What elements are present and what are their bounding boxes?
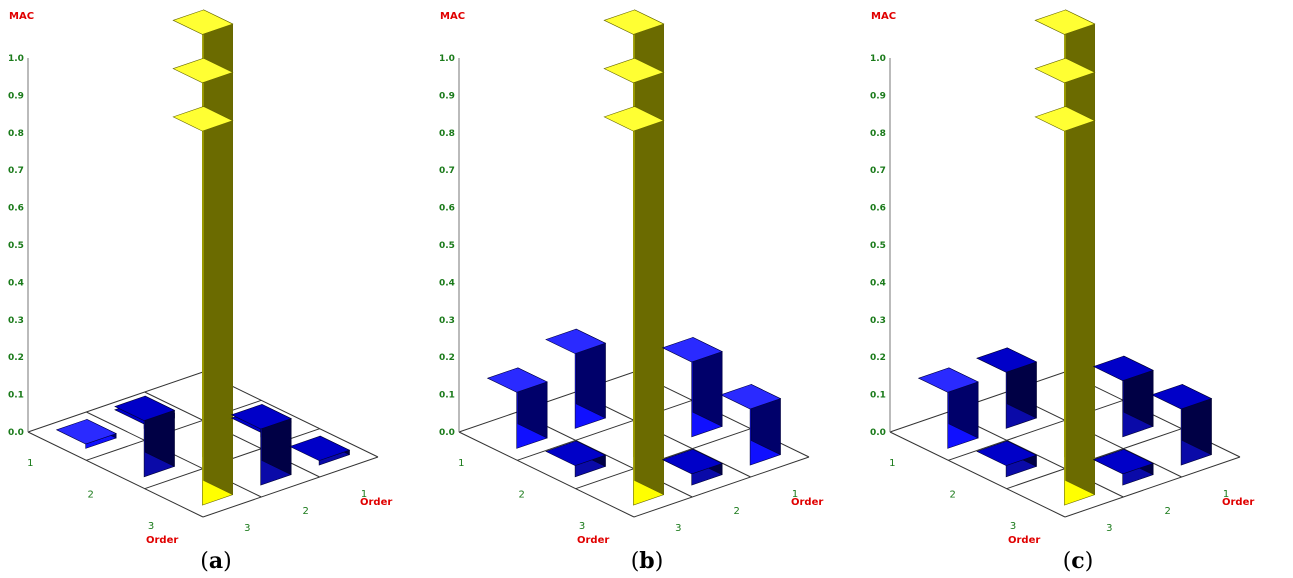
z-tick-label: 1.0 — [439, 54, 455, 64]
row-index-label: 1 — [27, 458, 33, 469]
row-index-label: 3 — [148, 521, 154, 532]
z-tick-label: 0.2 — [8, 353, 24, 363]
row-index-label: 1 — [458, 458, 464, 469]
z-tick-label: 0.5 — [870, 241, 886, 251]
grid-line — [1064, 456, 1241, 518]
z-tick-label: 0.6 — [8, 204, 24, 214]
bar-r2-c3 — [545, 440, 607, 478]
z-tick-label: 0.8 — [8, 129, 24, 139]
z-tick-label: 0.3 — [439, 316, 455, 326]
panel-caption: (a) — [200, 548, 231, 574]
z-tick-label: 0.9 — [870, 91, 886, 101]
col-index-label: 2 — [733, 506, 739, 517]
col-index-label: 2 — [302, 506, 308, 517]
bar-r3-c1 — [1151, 383, 1213, 466]
z-tick-label: 0.8 — [870, 129, 886, 139]
grid-line — [27, 371, 204, 433]
row-index-label: 3 — [579, 521, 585, 532]
bar-r3-c2 — [661, 448, 723, 486]
row-index-label: 2 — [518, 489, 524, 500]
col-index-label: 1 — [1223, 489, 1229, 500]
bar-r3-c1 — [289, 435, 351, 466]
z-tick-label: 0.6 — [439, 204, 455, 214]
bar-r3-c3 — [1034, 106, 1096, 506]
z-tick-label: 0.7 — [439, 166, 455, 176]
z-tick-label: 0.1 — [439, 391, 455, 401]
bar-r2-c1 — [1092, 355, 1154, 438]
col-index-label: 3 — [675, 523, 681, 534]
bar-r1-c3 — [917, 367, 979, 449]
chart-panel-c: 0.0 0.1 0.2 0.3 0.4 0.5 0.6 0.7 0.8 0.9 1.0 MAC 1 2 3 1… — [870, 9, 1254, 574]
z-tick-label: 0.9 — [8, 91, 24, 101]
z-tick-label: 0.4 — [439, 278, 455, 288]
bar-r3-c2 — [230, 403, 292, 486]
z-tick-label: 0.2 — [870, 353, 886, 363]
z-tick-label: 0.7 — [8, 166, 24, 176]
bars — [917, 9, 1213, 506]
z-tick-label: 1.0 — [870, 54, 886, 64]
bar-r3-c2 — [1092, 448, 1154, 486]
x-axis-title: Order — [1008, 535, 1040, 546]
z-tick-label: 0.9 — [439, 91, 455, 101]
bar-r1-c3 — [55, 418, 117, 449]
col-index-label: 3 — [1106, 523, 1112, 534]
grid-line — [27, 431, 204, 518]
bar-r1-c3 — [486, 367, 548, 449]
z-axis-title: MAC — [440, 11, 465, 22]
z-tick-label: 0.1 — [8, 391, 24, 401]
z-tick-label: 0.5 — [8, 241, 24, 251]
z-tick-label: 0.2 — [439, 353, 455, 363]
y-axis-title: Order — [1222, 497, 1254, 508]
panel-caption: (b) — [631, 548, 664, 574]
bar-r3-c1 — [720, 383, 782, 466]
x-axis-title: Order — [577, 535, 609, 546]
chart-panel-b: 0.0 0.1 0.2 0.3 0.4 0.5 0.6 0.7 0.8 0.9 1.0 MAC 1 2 3 1… — [439, 9, 823, 574]
grid-line — [889, 431, 1066, 518]
col-index-label: 2 — [1164, 506, 1170, 517]
bars — [55, 9, 351, 506]
bar-r2-c3 — [114, 395, 176, 478]
z-axis-title: MAC — [9, 11, 34, 22]
grid-line — [633, 456, 810, 518]
row-index-label: 3 — [1010, 521, 1016, 532]
panel-caption: (c) — [1063, 548, 1094, 574]
z-axis-title: MAC — [871, 11, 896, 22]
bar-r2-c3 — [976, 440, 1038, 478]
z-tick-label: 0.4 — [870, 278, 886, 288]
z-tick-label: 0.5 — [439, 241, 455, 251]
col-index-label: 3 — [244, 523, 250, 534]
z-tick-label: 1.0 — [8, 54, 24, 64]
z-tick-label: 0.3 — [870, 316, 886, 326]
z-tick-label: 0.4 — [8, 278, 24, 288]
bar-r3-c3 — [172, 106, 234, 506]
z-tick-label: 0.6 — [870, 204, 886, 214]
z-tick-label: 0.0 — [439, 428, 455, 438]
y-axis-title: Order — [791, 497, 823, 508]
row-index-label: 2 — [949, 489, 955, 500]
grid-line — [202, 456, 379, 518]
x-axis-title: Order — [146, 535, 178, 546]
bar-r3-c3 — [603, 106, 665, 506]
bar-r2-c1 — [661, 336, 723, 438]
bars — [486, 9, 782, 506]
col-index-label: 1 — [792, 489, 798, 500]
z-tick-label: 0.7 — [870, 166, 886, 176]
col-index-label: 1 — [361, 489, 367, 500]
chart-panel-a: 0.0 0.1 0.2 0.3 0.4 0.5 0.6 0.7 0.8 0.9 1.0 MAC 1 2 3 1… — [8, 9, 392, 574]
bar-r1-c2 — [976, 347, 1038, 429]
y-axis-title: Order — [360, 497, 392, 508]
z-tick-label: 0.1 — [870, 391, 886, 401]
z-tick-label: 0.3 — [8, 316, 24, 326]
z-tick-label: 0.8 — [439, 129, 455, 139]
z-tick-label: 0.0 — [8, 428, 24, 438]
row-index-label: 2 — [87, 489, 93, 500]
grid-line — [458, 431, 635, 518]
z-tick-label: 0.0 — [870, 428, 886, 438]
row-index-label: 1 — [889, 458, 895, 469]
bar-r1-c2 — [545, 328, 607, 429]
